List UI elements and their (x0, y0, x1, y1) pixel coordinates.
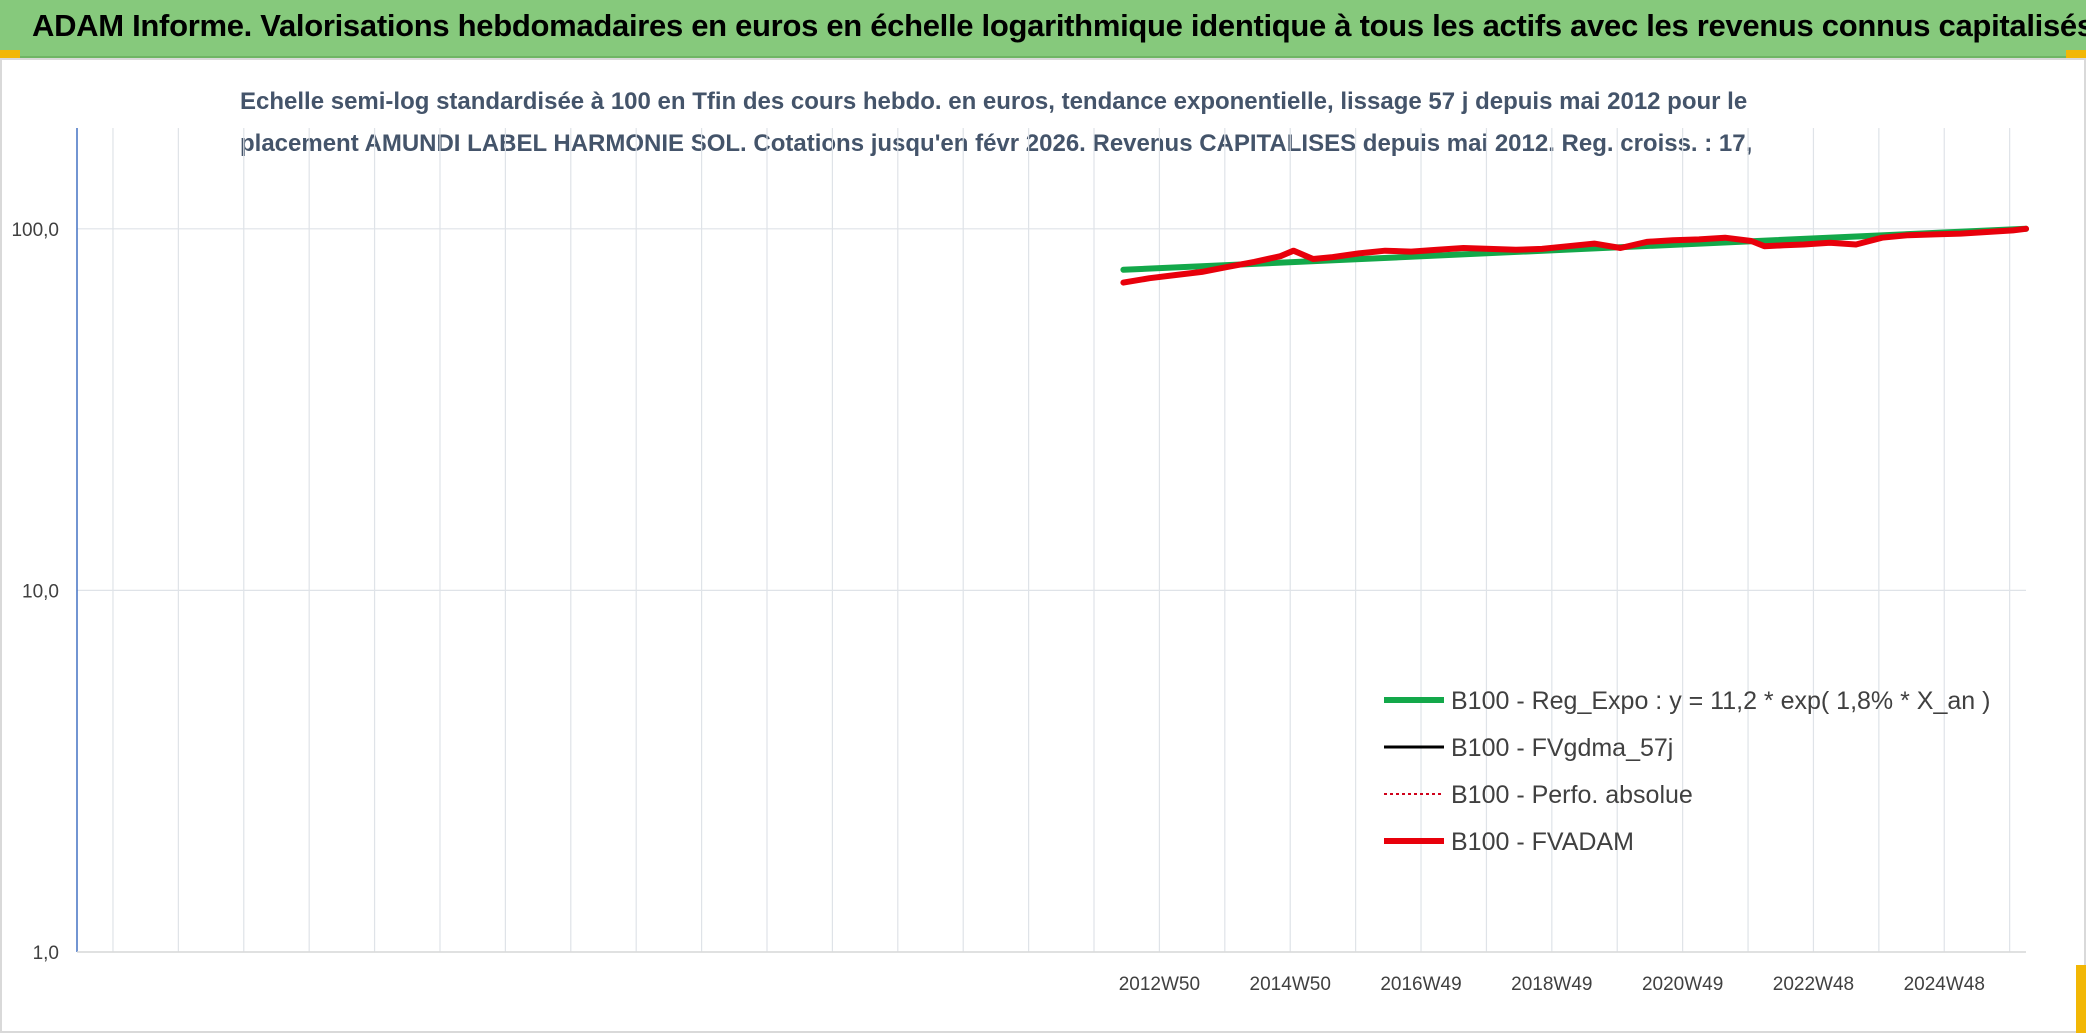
series-line-0 (1120, 225, 2029, 273)
y-tick-label: 1,0 (33, 943, 59, 964)
x-tick-label: 2012W50 (1119, 974, 1200, 995)
x-tick-label: 2024W48 (1904, 974, 1985, 995)
side-accent (2076, 965, 2086, 1033)
y-tick-label: 100,0 (11, 220, 59, 241)
x-tick-label: 2016W49 (1380, 974, 1461, 995)
series-line-3 (1120, 225, 2029, 286)
chart-frame (0, 58, 2086, 1033)
y-tick-label: 10,0 (22, 581, 59, 602)
x-tick-label: 2020W49 (1642, 974, 1723, 995)
axes: 1,0 10,0 100,0 2012W50 2014W50 2016W49 2018W49… (11, 128, 2026, 995)
report-title: ADAM Informe. Valorisations hebdomadaire… (32, 8, 2086, 43)
x-tick-label: 2014W50 (1250, 974, 1331, 995)
legend-label-1: B100 - FVgdma_57j (1451, 734, 1673, 762)
x-tick-label: 2018W49 (1511, 974, 1592, 995)
legend-label-0: B100 - Reg_Expo : y = 11,2 * exp( 1,8% *… (1451, 687, 1990, 715)
x-tick-label: 2022W48 (1773, 974, 1854, 995)
series-lines (1120, 225, 2029, 286)
report-banner: ADAM Informe. Valorisations hebdomadaire… (0, 0, 2086, 58)
chart-legend: B100 - Reg_Expo : y = 11,2 * exp( 1,8% *… (1384, 687, 1990, 856)
grid-lines (77, 128, 2026, 953)
legend-label-2: B100 - Perfo. absolue (1451, 781, 1693, 809)
legend-label-3: B100 - FVADAM (1451, 828, 1634, 856)
